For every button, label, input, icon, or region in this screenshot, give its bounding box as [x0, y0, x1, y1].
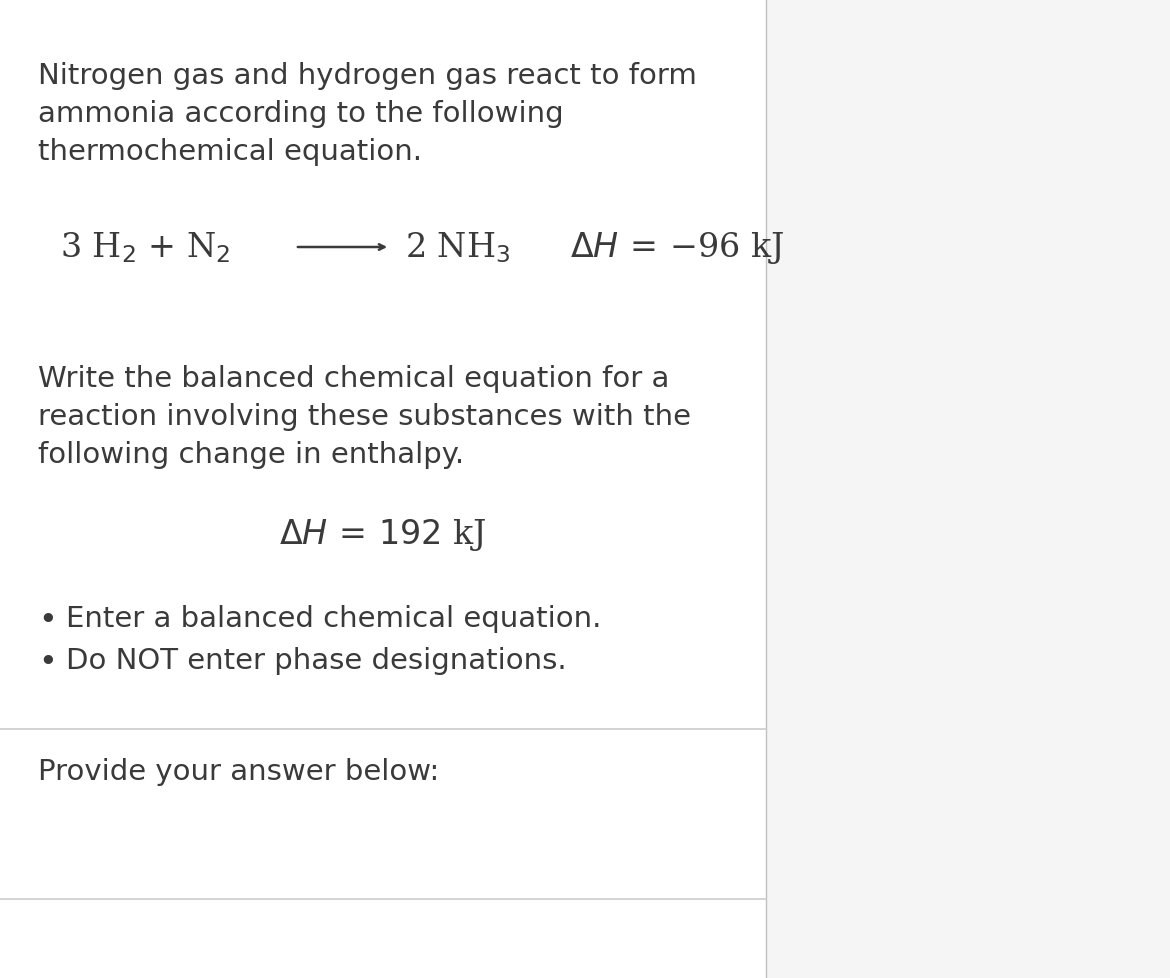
Bar	[0, 0, 766, 978]
Text: 2 NH$_3$: 2 NH$_3$	[405, 231, 510, 265]
Text: $\Delta H\,=\,192$ kJ: $\Delta H\,=\,192$ kJ	[280, 516, 487, 553]
Text: ammonia according to the following: ammonia according to the following	[37, 100, 564, 128]
Text: 3 H$_2$ + N$_2$: 3 H$_2$ + N$_2$	[60, 231, 230, 265]
Text: Nitrogen gas and hydrogen gas react to form: Nitrogen gas and hydrogen gas react to f…	[37, 62, 697, 90]
Text: Provide your answer below:: Provide your answer below:	[37, 757, 439, 785]
Text: Write the balanced chemical equation for a: Write the balanced chemical equation for…	[37, 365, 669, 392]
Text: reaction involving these substances with the: reaction involving these substances with…	[37, 403, 691, 430]
Bar	[766, 0, 1170, 978]
Text: following change in enthalpy.: following change in enthalpy.	[37, 440, 464, 468]
Text: Do NOT enter phase designations.: Do NOT enter phase designations.	[66, 646, 566, 674]
Text: •: •	[37, 604, 57, 636]
Text: •: •	[37, 646, 57, 678]
Text: thermochemical equation.: thermochemical equation.	[37, 138, 422, 166]
Text: $\Delta H\,=\,$−96 kJ: $\Delta H\,=\,$−96 kJ	[570, 230, 785, 266]
Text: Enter a balanced chemical equation.: Enter a balanced chemical equation.	[66, 604, 601, 633]
